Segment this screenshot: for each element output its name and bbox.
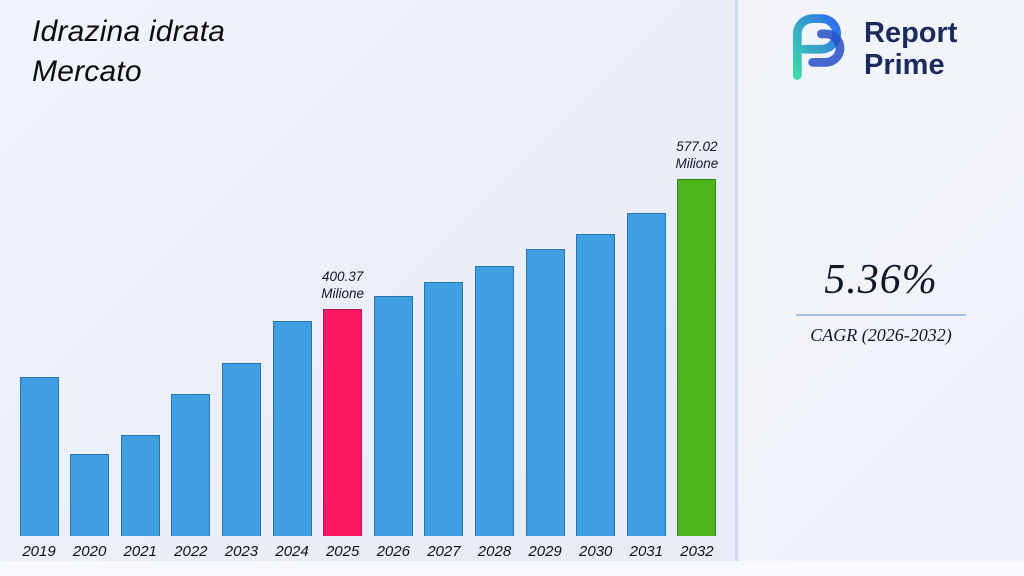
cagr-underline <box>796 314 966 316</box>
bar-2031 <box>626 213 666 536</box>
bar-2032 <box>677 179 717 536</box>
x-tick-label: 2023 <box>224 543 259 560</box>
cagr-block: 5.36% CAGR (2026-2032) <box>748 256 1014 346</box>
cagr-label: CAGR (2026-2032) <box>810 325 952 345</box>
report-prime-logo-icon <box>782 12 852 87</box>
bar-column: 2026 <box>368 296 418 560</box>
report-prime-wordmark: Report Prime <box>864 17 958 81</box>
bar-2029 <box>525 249 565 536</box>
bar-column: 2027 <box>419 282 469 560</box>
x-tick-label: 2028 <box>477 543 512 560</box>
bar-column: 2031 <box>621 213 671 560</box>
x-tick-label: 2032 <box>680 543 714 560</box>
bar-column: 2024 <box>267 321 317 560</box>
x-tick-label: 2022 <box>174 543 208 560</box>
bar-column: 577.02 Milione 2032 <box>672 139 722 560</box>
bar-column: 400.37 Milione 2025 <box>318 269 368 560</box>
bar-value-label: 577.02 Milione <box>675 139 719 172</box>
right-panel <box>738 0 1024 576</box>
chart-title: Idrazina idrata Mercato <box>32 12 225 91</box>
cagr-value: 5.36% <box>824 257 938 303</box>
x-tick-label: 2030 <box>579 543 613 560</box>
bar-column: 2023 <box>216 363 266 560</box>
x-tick-label: 2024 <box>275 543 309 560</box>
chart-title-line1: Idrazina idrata <box>32 15 226 48</box>
bar-column: 2020 <box>65 454 115 560</box>
bar-2019 <box>19 377 59 536</box>
bar-2021 <box>120 435 160 536</box>
x-tick-label: 2019 <box>22 543 56 560</box>
bar-2030 <box>576 234 616 536</box>
bar-2027 <box>424 282 464 536</box>
x-tick-label: 2029 <box>528 543 562 560</box>
bar-column: 2030 <box>571 234 621 560</box>
bar-2020 <box>70 454 110 536</box>
bar-column: 2022 <box>166 394 216 560</box>
x-tick-label: 2027 <box>427 543 461 560</box>
vertical-divider <box>735 0 738 576</box>
bar-column: 2021 <box>115 435 165 560</box>
bar-value-label: 400.37 Milione <box>321 269 365 302</box>
x-tick-label: 2031 <box>629 543 663 560</box>
bar-column: 2028 <box>469 266 519 560</box>
bar-2026 <box>373 296 413 536</box>
bar-column: 2029 <box>520 249 570 560</box>
x-tick-label: 2021 <box>123 543 157 560</box>
logo-word-report: Report <box>864 17 958 50</box>
bar-2025 <box>323 309 363 536</box>
bar-chart: 2019 2020 2021 2022 2023 2024 400.37 Milione 20… <box>14 139 722 560</box>
bottom-strip <box>0 561 1024 576</box>
chart-title-line2: Mercato <box>32 54 142 88</box>
x-tick-label: 2020 <box>72 543 107 560</box>
report-prime-logo: Report Prime <box>782 12 957 87</box>
x-tick-label: 2025 <box>325 543 360 560</box>
bar-2024 <box>272 321 312 536</box>
bar-2022 <box>171 394 211 536</box>
bar-2028 <box>474 266 514 536</box>
x-tick-label: 2026 <box>376 543 410 560</box>
bar-2023 <box>221 363 261 536</box>
bar-column: 2019 <box>14 377 64 560</box>
logo-word-prime: Prime <box>864 48 945 81</box>
